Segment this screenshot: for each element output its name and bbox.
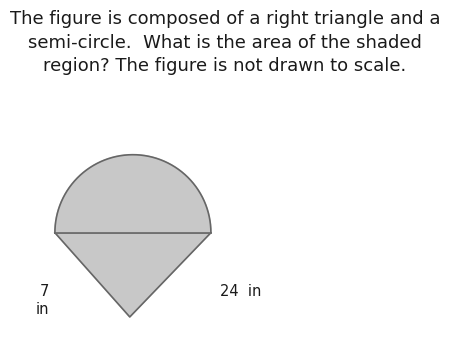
Polygon shape: [55, 233, 211, 317]
Text: 24  in: 24 in: [220, 284, 261, 299]
Polygon shape: [55, 155, 211, 233]
Text: The figure is composed of a right triangle and a
semi-circle.  What is the area : The figure is composed of a right triang…: [10, 10, 440, 75]
Text: 7
in: 7 in: [35, 284, 49, 317]
